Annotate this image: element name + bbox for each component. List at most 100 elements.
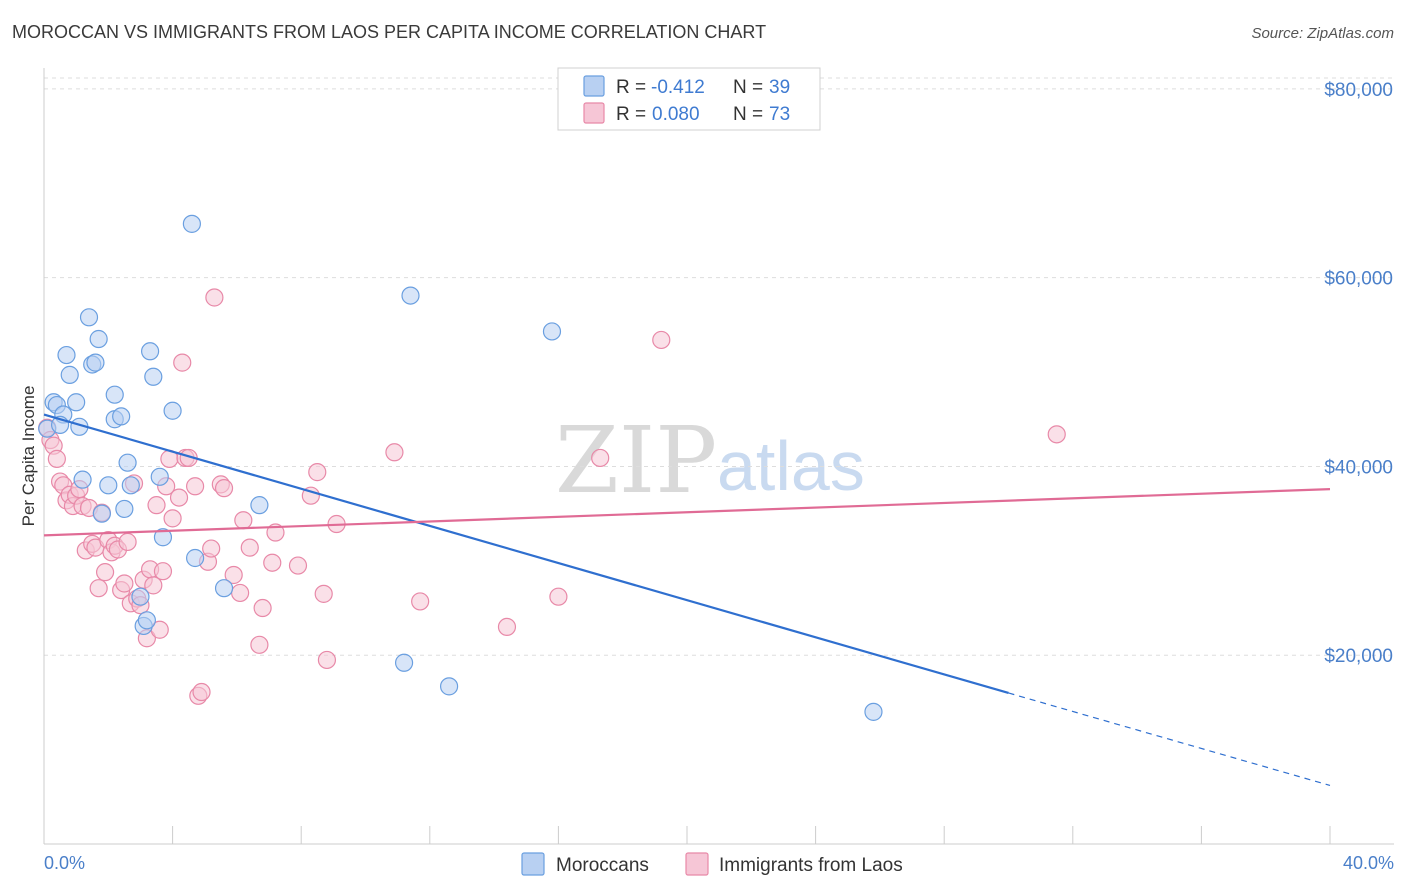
point-laos-58 xyxy=(263,553,282,572)
y-tick-labels: $20,000 $40,000 $60,000 $80,000 xyxy=(1324,80,1393,667)
legend-r-label-moroccans: R = xyxy=(616,77,646,98)
point-laos-34 xyxy=(147,496,166,515)
point-moroccans-5 xyxy=(60,365,79,384)
point-moroccans-15 xyxy=(105,385,124,404)
point-moroccans-13 xyxy=(92,504,111,523)
point-moroccans-17 xyxy=(112,407,131,426)
gridlines xyxy=(44,77,1394,656)
point-laos-72 xyxy=(1047,425,1066,444)
legend-n-label-laos: N = xyxy=(733,104,763,125)
legend-n-value-laos: 73 xyxy=(769,104,790,125)
legend-swatch-moroccans xyxy=(583,75,605,97)
point-laos-16 xyxy=(89,579,108,598)
point-laos-55 xyxy=(240,538,259,557)
point-laos-68 xyxy=(497,617,517,637)
point-laos-41 xyxy=(173,353,192,372)
point-moroccans-27 xyxy=(153,528,173,547)
point-moroccans-8 xyxy=(73,470,92,489)
point-moroccans-26 xyxy=(150,467,169,486)
point-moroccans-23 xyxy=(137,611,156,630)
legend-swatch-laos xyxy=(583,102,605,124)
point-laos-33 xyxy=(144,576,163,595)
point-laos-48 xyxy=(202,539,221,558)
legend-r-value-moroccans: -0.412 xyxy=(651,77,705,98)
point-laos-36 xyxy=(153,562,173,581)
point-laos-60 xyxy=(288,556,308,575)
point-laos-46 xyxy=(192,682,211,702)
x-tick-label-max: 40.0% xyxy=(1343,853,1394,873)
legend-r-label-laos: R = xyxy=(616,104,646,125)
x-tick-labels: 0.0% 40.0% xyxy=(44,853,1394,873)
chart-source: Source: ZipAtlas.com xyxy=(1251,25,1394,42)
legend-n-value-moroccans: 39 xyxy=(769,77,790,98)
point-laos-70 xyxy=(591,448,610,468)
point-moroccans-6 xyxy=(67,393,86,412)
point-laos-56 xyxy=(250,635,269,654)
point-moroccans-11 xyxy=(86,353,105,372)
point-moroccans-35 xyxy=(439,677,459,696)
point-laos-52 xyxy=(224,565,243,585)
point-moroccans-4 xyxy=(57,345,76,365)
point-moroccans-21 xyxy=(131,587,150,606)
point-laos-40 xyxy=(169,488,189,507)
point-moroccans-14 xyxy=(99,476,118,495)
point-laos-63 xyxy=(314,584,333,603)
point-moroccans-20 xyxy=(121,476,140,495)
y-tick-label-0: $20,000 xyxy=(1324,646,1393,667)
data-points xyxy=(38,214,1066,721)
point-laos-54 xyxy=(234,511,253,530)
point-moroccans-12 xyxy=(89,329,108,349)
axes xyxy=(43,68,1394,845)
series-legend-label-laos: Immigrants from Laos xyxy=(719,855,903,876)
point-moroccans-37 xyxy=(864,702,883,721)
point-laos-53 xyxy=(231,583,250,603)
point-moroccans-32 xyxy=(250,496,269,515)
point-laos-71 xyxy=(652,330,671,350)
series-legend-label-moroccans: Moroccans xyxy=(556,855,649,876)
point-moroccans-31 xyxy=(214,579,234,598)
point-laos-39 xyxy=(163,509,182,528)
y-tick-label-3: $80,000 xyxy=(1324,80,1393,101)
series-legend-swatch-moroccans xyxy=(521,852,545,876)
y-tick-label-2: $60,000 xyxy=(1324,269,1393,290)
chart-title: MOROCCAN VS IMMIGRANTS FROM LAOS PER CAP… xyxy=(12,22,766,42)
series-legend-swatch-laos xyxy=(685,852,709,876)
point-laos-3 xyxy=(47,449,66,468)
trend-lines xyxy=(43,413,1331,787)
point-moroccans-36 xyxy=(542,322,562,341)
point-moroccans-9 xyxy=(79,308,99,327)
point-laos-64 xyxy=(317,650,337,670)
point-moroccans-24 xyxy=(140,342,160,361)
legend-n-label-moroccans: N = xyxy=(733,77,763,98)
point-moroccans-34 xyxy=(401,286,420,305)
point-moroccans-18 xyxy=(118,453,137,472)
correlation-legend: R = -0.412 N = 39 R = 0.080 N = 73 xyxy=(557,67,821,131)
legend-r-value-laos: 0.080 xyxy=(652,104,700,125)
point-moroccans-19 xyxy=(115,499,134,519)
x-tick-label-min: 0.0% xyxy=(44,853,85,873)
point-moroccans-29 xyxy=(182,214,201,233)
point-laos-24 xyxy=(115,574,134,593)
point-moroccans-30 xyxy=(186,548,205,568)
trend-extension-moroccans xyxy=(1008,692,1331,787)
series-legend: Moroccans Immigrants from Laos xyxy=(521,852,903,876)
point-moroccans-33 xyxy=(394,653,414,672)
point-laos-57 xyxy=(253,598,272,618)
y-axis-label: Per Capita Income xyxy=(19,386,38,527)
trend-line-laos xyxy=(43,487,1331,537)
trend-line-moroccans xyxy=(43,413,1009,695)
point-laos-69 xyxy=(549,587,568,606)
point-laos-44 xyxy=(186,477,205,496)
point-laos-66 xyxy=(385,443,404,462)
point-laos-18 xyxy=(95,563,115,582)
point-laos-51 xyxy=(214,479,234,498)
y-tick-label-1: $40,000 xyxy=(1324,457,1393,478)
point-laos-49 xyxy=(205,288,224,307)
point-laos-25 xyxy=(118,532,137,552)
point-laos-62 xyxy=(308,463,327,482)
point-moroccans-25 xyxy=(144,367,163,386)
point-moroccans-28 xyxy=(163,401,182,420)
point-laos-67 xyxy=(411,592,430,611)
watermark-zip: ZIP xyxy=(555,407,717,514)
